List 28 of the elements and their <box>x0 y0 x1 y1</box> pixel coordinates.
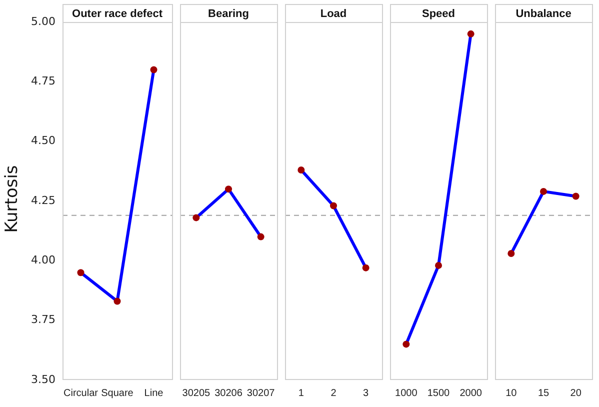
x-tick-label: 30207 <box>246 388 276 399</box>
x-tick-label: Circular <box>64 388 99 399</box>
x-tick-label: 2 <box>330 388 337 399</box>
y-tick-label: 4.75 <box>30 74 56 88</box>
chart-title: Bearing <box>208 8 249 20</box>
y-tick-label: 3.75 <box>30 313 56 326</box>
chart-title: Outer race defect <box>72 8 163 20</box>
x-tick-label: Square <box>101 388 134 399</box>
x-tick-label: 20 <box>570 388 582 399</box>
chart-title: Speed <box>422 8 456 20</box>
x-tick-label: 1500 <box>427 388 450 399</box>
y-tick-label: 4.00 <box>30 254 56 267</box>
x-tick-label: 3 <box>363 388 370 399</box>
y-tick-label: 5.00 <box>30 14 56 28</box>
x-tick-label: 30206 <box>214 388 243 399</box>
x-tick-label: 1000 <box>395 388 418 399</box>
x-tick-label: 15 <box>538 388 550 399</box>
y-tick-label: 4.25 <box>30 194 56 207</box>
chart-title: Unbalance <box>516 8 572 20</box>
y-axis-title: Kurtosis <box>2 165 22 233</box>
y-tick-label: 4.50 <box>30 134 56 148</box>
x-tick-label: 30205 <box>182 388 211 399</box>
x-tick-label: 1 <box>298 388 304 399</box>
y-tick-label: 3.50 <box>30 372 56 386</box>
x-tick-label: 10 <box>506 388 518 399</box>
chart-title: Load <box>320 8 347 20</box>
x-tick-label: 2000 <box>460 388 482 399</box>
x-tick-label: Line <box>144 388 164 399</box>
